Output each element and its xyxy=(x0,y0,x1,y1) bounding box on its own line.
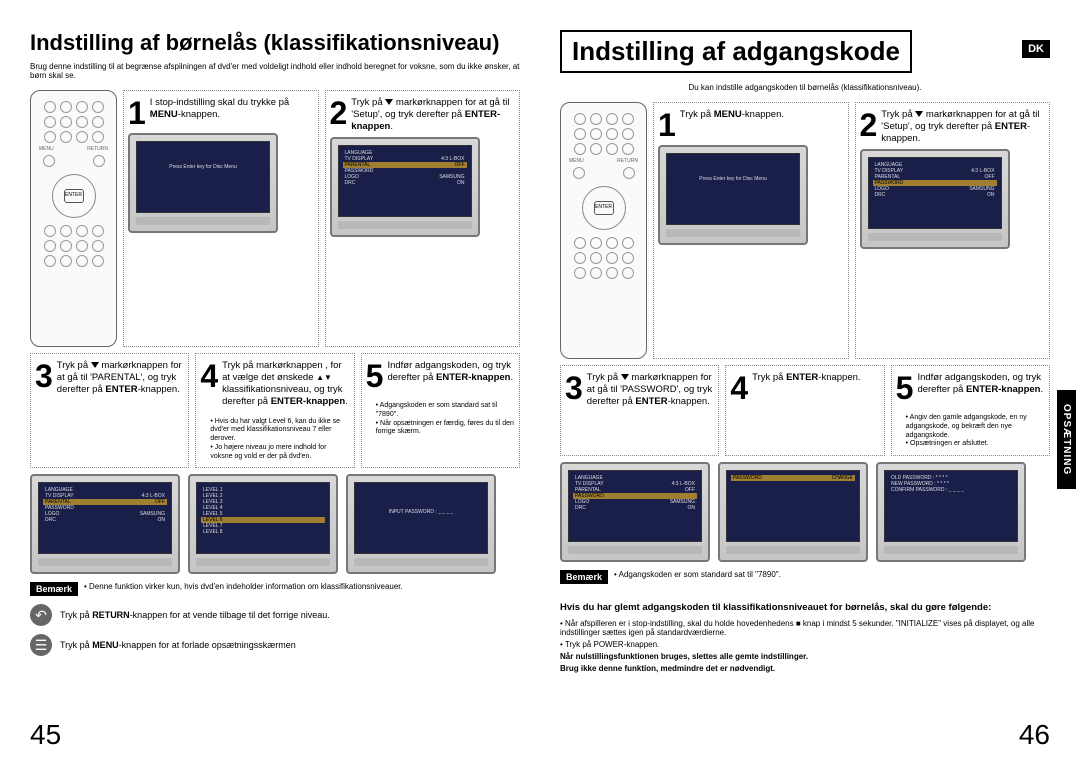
return-icon: ↶ xyxy=(30,604,52,626)
remote-control: MENU RETURN ENTER xyxy=(560,102,647,359)
step-4: 4 Tryk på ENTER-knappen. xyxy=(725,365,884,456)
tv-row-bottom: LANGUAGETV DISPLAY4:3 L-BOXPARENTALOFFPA… xyxy=(560,462,1050,562)
step-text: I stop-indstilling skal du trykke på MEN… xyxy=(150,97,314,121)
tv-screen: Press Enter key for Disc Menu xyxy=(658,145,808,245)
page-subtitle: Du kan indstille adgangskoden til børnel… xyxy=(560,83,1050,92)
tv-screen: Press Enter key for Disc Menu xyxy=(128,133,278,233)
dk-badge: DK xyxy=(1022,40,1050,58)
step-text: Tryk på markørknappen for at gå til 'Set… xyxy=(351,97,515,133)
step-number: 1 xyxy=(128,97,146,129)
page-46: DK OPSÆTNING Indstilling af adgangskode … xyxy=(540,0,1080,763)
section-tab: OPSÆTNING xyxy=(1057,390,1076,489)
page-number: 45 xyxy=(30,719,61,751)
menu-icon: ☰ xyxy=(30,634,52,656)
tv-screen: PASSWORDCHANGE xyxy=(718,462,868,562)
page-title: Indstilling af adgangskode xyxy=(560,30,912,73)
step-3: 3 Tryk på markørknappen for at gå til 'P… xyxy=(30,353,189,468)
tv-screen: INPUT PASSWORD : _ _ _ _ xyxy=(346,474,496,574)
menu-label: MENU xyxy=(39,146,54,152)
tv-screen: LANGUAGETV DISPLAY4:3 L-BOXPARENTALOFFPA… xyxy=(560,462,710,562)
tv-row-bottom: LANGUAGETV DISPLAY4:3 L-BOXPARENTALOFFPA… xyxy=(30,474,520,574)
step-2: 2 Tryk på markørknappen for at gå til 'S… xyxy=(325,90,521,347)
row-top: MENU RETURN ENTER 1 I stop-indstilling s… xyxy=(30,90,520,347)
remote-control: MENU RETURN ENTER xyxy=(30,90,117,347)
tip-menu: ☰ Tryk på MENU-knappen for at forlade op… xyxy=(30,634,520,656)
page-subtitle: Brug denne indstilling til at begrænse a… xyxy=(30,62,520,80)
tv-screen: LEVEL 1LEVEL 2LEVEL 3LEVEL 4LEVEL 5LEVEL… xyxy=(188,474,338,574)
page-number: 46 xyxy=(1019,719,1050,751)
step-5: 5 Indfør adgangskoden, og tryk derefter … xyxy=(361,353,520,468)
tv-screen: LANGUAGETV DISPLAY4:3 L-BOXPARENTALOFFPA… xyxy=(30,474,180,574)
row-top: MENU RETURN ENTER 1 Tryk på MENU-knappen… xyxy=(560,102,1050,359)
row-steps-345: 3 Tryk på markørknappen for at gå til 'P… xyxy=(560,365,1050,456)
tip-return: ↶ Tryk på RETURN-knappen for at vende ti… xyxy=(30,604,520,626)
step-number: 2 xyxy=(330,97,348,129)
step-5: 5 Indfør adgangskoden, og tryk derefter … xyxy=(891,365,1050,456)
forgot-password-block: Hvis du har glemt adgangskoden til klass… xyxy=(560,602,1050,673)
tv-screen: LANGUAGETV DISPLAY4:3 L-BOXPARENTALOFFPA… xyxy=(330,137,480,237)
tv-screen: OLD PASSWORD : * * * *NEW PASSWORD : * *… xyxy=(876,462,1026,562)
step-4: 4 Tryk på markørknappen , for at vælge d… xyxy=(195,353,354,468)
step-2: 2 Tryk på markørknappen for at gå til 'S… xyxy=(855,102,1051,359)
down-icon xyxy=(385,99,393,105)
step-1: 1 Tryk på MENU-knappen. Press Enter key … xyxy=(653,102,849,359)
step-1: 1 I stop-indstilling skal du trykke på M… xyxy=(123,90,319,347)
manual-spread: Indstilling af børnelås (klassifikations… xyxy=(0,0,1080,763)
tv-screen: LANGUAGETV DISPLAY4:3 L-BOXPARENTALOFFPA… xyxy=(860,149,1010,249)
step-3: 3 Tryk på markørknappen for at gå til 'P… xyxy=(560,365,719,456)
page-title: Indstilling af børnelås (klassifikations… xyxy=(30,30,520,56)
return-label: RETURN xyxy=(87,146,108,152)
enter-button: ENTER xyxy=(64,189,84,203)
remark: Bemærk • Denne funktion virker kun, hvis… xyxy=(30,582,520,596)
dpad: ENTER xyxy=(52,174,96,218)
row-steps-345: 3 Tryk på markørknappen for at gå til 'P… xyxy=(30,353,520,468)
remark: Bemærk • Adgangskoden er som standard sa… xyxy=(560,570,1050,584)
page-45: Indstilling af børnelås (klassifikations… xyxy=(0,0,540,763)
